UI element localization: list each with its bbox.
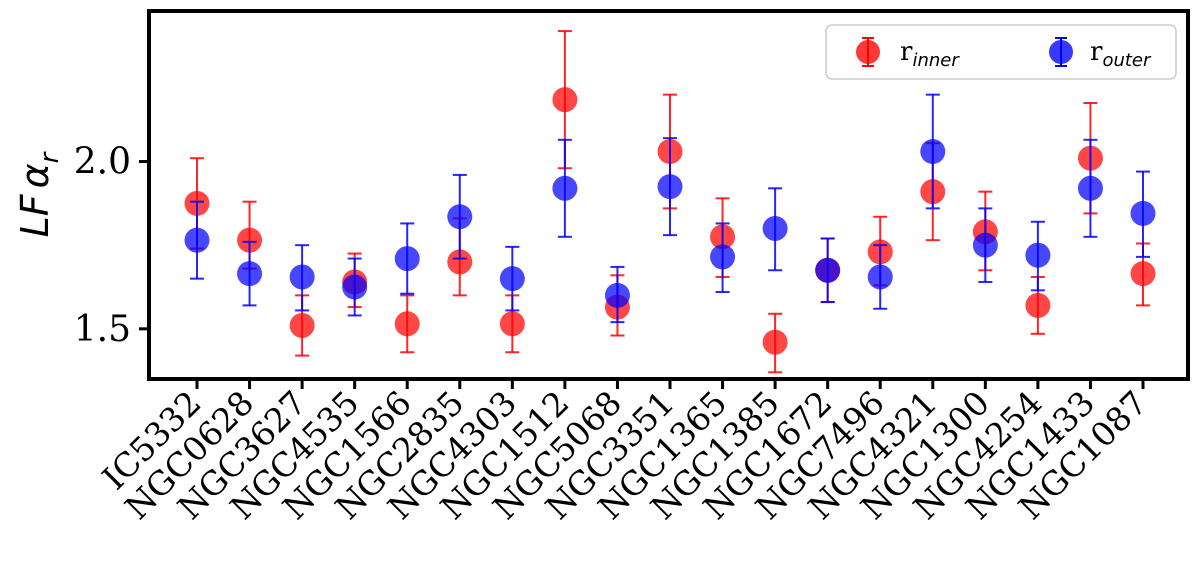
series-r_outer bbox=[184, 93, 1156, 324]
legend-inner-label: rinner bbox=[900, 37, 960, 71]
point-r_outer-NGC1566 bbox=[394, 246, 420, 272]
point-r_outer-NGC3627 bbox=[289, 264, 315, 290]
point-r_outer-NGC1512 bbox=[552, 175, 578, 201]
y-tick-label-1.5: 1.5 bbox=[74, 309, 131, 350]
point-r_inner-NGC4303 bbox=[499, 311, 525, 337]
legend-item-inner: rinner bbox=[856, 37, 960, 71]
point-r_outer-NGC1365 bbox=[710, 244, 736, 270]
y-axis: 1.5 2.0 bbox=[74, 142, 149, 350]
point-r_inner-NGC0628 bbox=[237, 227, 263, 253]
point-r_outer-NGC5068 bbox=[604, 282, 630, 308]
point-r_outer-NGC3351 bbox=[657, 174, 683, 200]
point-r_inner-NGC1385 bbox=[762, 329, 788, 355]
point-r_outer-NGC1300 bbox=[972, 232, 998, 258]
point-r_outer-NGC1087 bbox=[1130, 200, 1156, 226]
point-r_outer-NGC7496 bbox=[867, 264, 893, 290]
y-tick-label-2.0: 2.0 bbox=[74, 142, 131, 183]
plot-area bbox=[184, 30, 1156, 374]
point-r_inner-NGC2835 bbox=[447, 249, 473, 275]
legend-box bbox=[825, 24, 1177, 80]
point-r_outer-IC5332 bbox=[184, 227, 210, 253]
point-r_outer-NGC4303 bbox=[499, 266, 525, 292]
point-r_inner-NGC3627 bbox=[289, 312, 315, 338]
x-axis: IC5332NGC0628NGC3627NGC4535NGC1566NGC283… bbox=[95, 379, 1155, 527]
point-r_inner-NGC1087 bbox=[1130, 261, 1156, 287]
point-r_outer-NGC1433 bbox=[1077, 175, 1103, 201]
y-axis-label: LFαr bbox=[13, 150, 65, 237]
legend-inner-marker bbox=[856, 40, 880, 64]
point-r_outer-NGC1385 bbox=[762, 215, 788, 241]
legend-item-outer: router bbox=[1049, 37, 1152, 71]
legend-outer-marker bbox=[1049, 40, 1073, 64]
point-r_outer-NGC1672 bbox=[815, 257, 841, 283]
point-r_inner-NGC1566 bbox=[394, 311, 420, 337]
point-r_inner-NGC4254 bbox=[1025, 292, 1051, 318]
point-r_outer-NGC2835 bbox=[447, 204, 473, 230]
point-r_outer-NGC4321 bbox=[920, 139, 946, 165]
point-r_outer-NGC4254 bbox=[1025, 242, 1051, 268]
point-r_outer-NGC0628 bbox=[237, 261, 263, 287]
legend-outer-label: router bbox=[1090, 37, 1152, 71]
point-r_outer-NGC4535 bbox=[342, 274, 368, 300]
point-r_inner-NGC1512 bbox=[552, 87, 578, 113]
legend: rinner router bbox=[825, 24, 1177, 80]
